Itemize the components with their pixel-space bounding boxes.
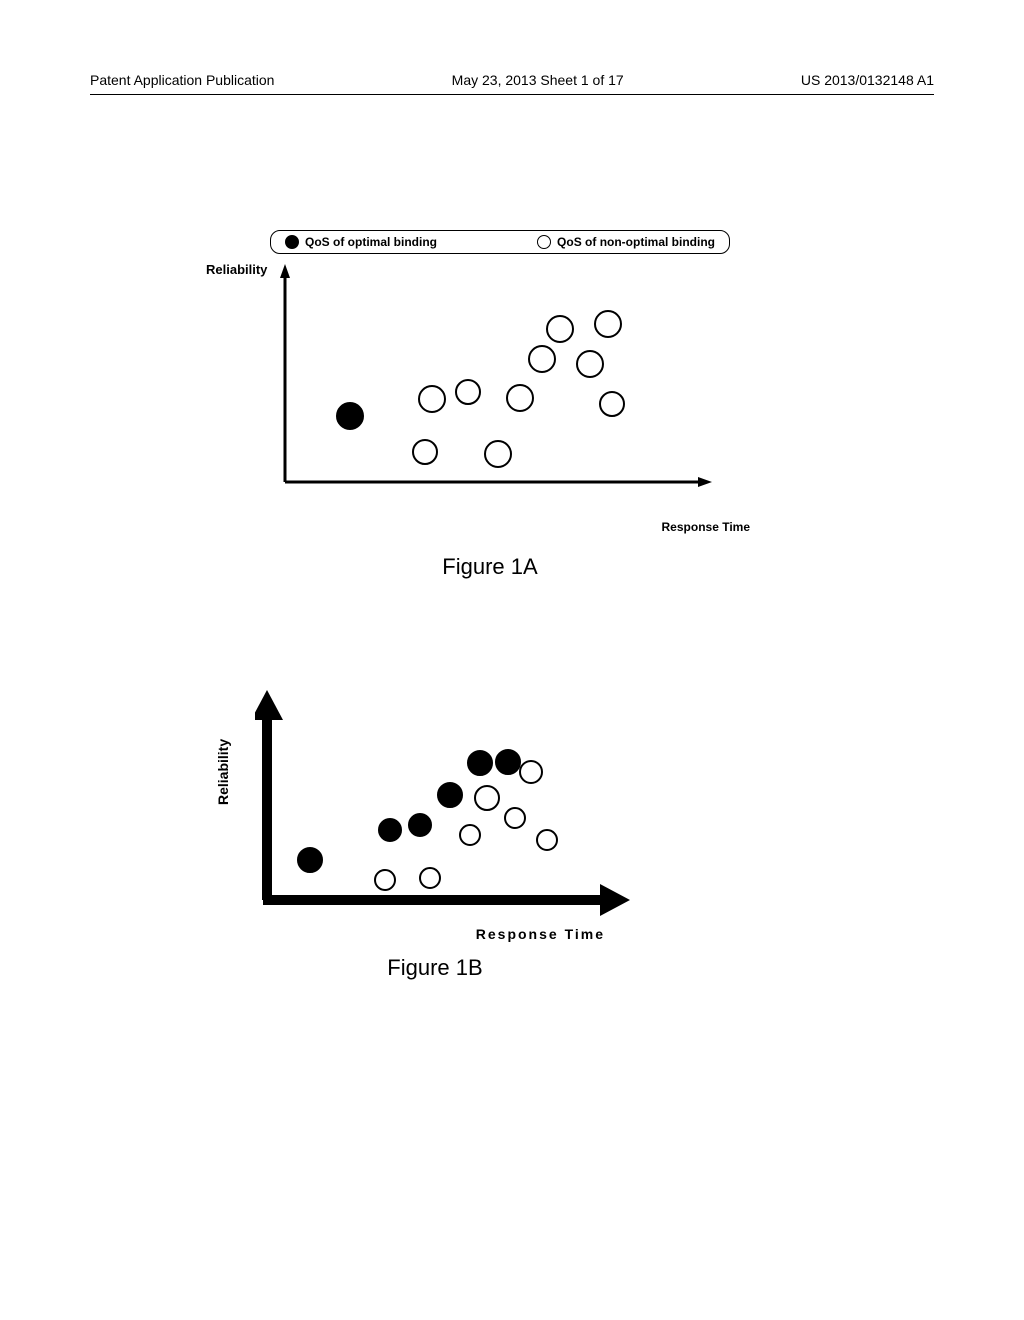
data-point-optimal [495,749,521,775]
chart-a-ylabel: Reliability [206,262,267,277]
data-point-optimal [408,813,432,837]
header-rule [90,94,934,95]
legend-dot-filled-icon [285,235,299,249]
figure-1a-caption: Figure 1A [250,554,730,580]
legend-dot-open-icon [537,235,551,249]
data-point-nonoptimal [484,440,512,468]
chart-b-xlabel: Response Time [476,926,605,942]
legend-item-optimal: QoS of optimal binding [285,235,437,249]
data-point-nonoptimal [519,760,543,784]
data-point-nonoptimal [528,345,556,373]
figure-1a: QoS of optimal binding QoS of non-optima… [250,230,730,580]
legend-item-nonoptimal: QoS of non-optimal binding [537,235,715,249]
header-center: May 23, 2013 Sheet 1 of 17 [452,72,624,88]
header-right: US 2013/0132148 A1 [801,72,934,88]
data-point-nonoptimal [418,385,446,413]
data-point-nonoptimal [506,384,534,412]
figure-1b: Reliability Response Time Figure 1B [215,690,675,981]
chart-b-plot: Reliability Response Time [255,690,635,920]
data-point-nonoptimal [594,310,622,338]
page-header: Patent Application Publication May 23, 2… [0,72,1024,88]
legend-nonoptimal-label: QoS of non-optimal binding [557,235,715,249]
data-point-optimal [467,750,493,776]
data-point-optimal [378,818,402,842]
data-point-nonoptimal [474,785,500,811]
data-point-nonoptimal [412,439,438,465]
header-left: Patent Application Publication [90,72,274,88]
data-point-nonoptimal [459,824,481,846]
data-point-nonoptimal [504,807,526,829]
data-point-optimal [336,402,364,430]
figure-1b-caption: Figure 1B [195,955,675,981]
data-point-optimal [297,847,323,873]
chart-a-xlabel: Response Time [662,520,750,534]
data-point-nonoptimal [419,867,441,889]
chart-a-axes-icon [280,264,720,514]
data-point-nonoptimal [546,315,574,343]
chart-a-plot: Reliability Response Time [280,264,720,514]
data-point-optimal [437,782,463,808]
data-point-nonoptimal [576,350,604,378]
data-point-nonoptimal [374,869,396,891]
data-point-nonoptimal [455,379,481,405]
data-point-nonoptimal [599,391,625,417]
data-point-nonoptimal [536,829,558,851]
legend-box: QoS of optimal binding QoS of non-optima… [270,230,730,254]
legend-optimal-label: QoS of optimal binding [305,235,437,249]
chart-b-ylabel: Reliability [215,739,231,805]
